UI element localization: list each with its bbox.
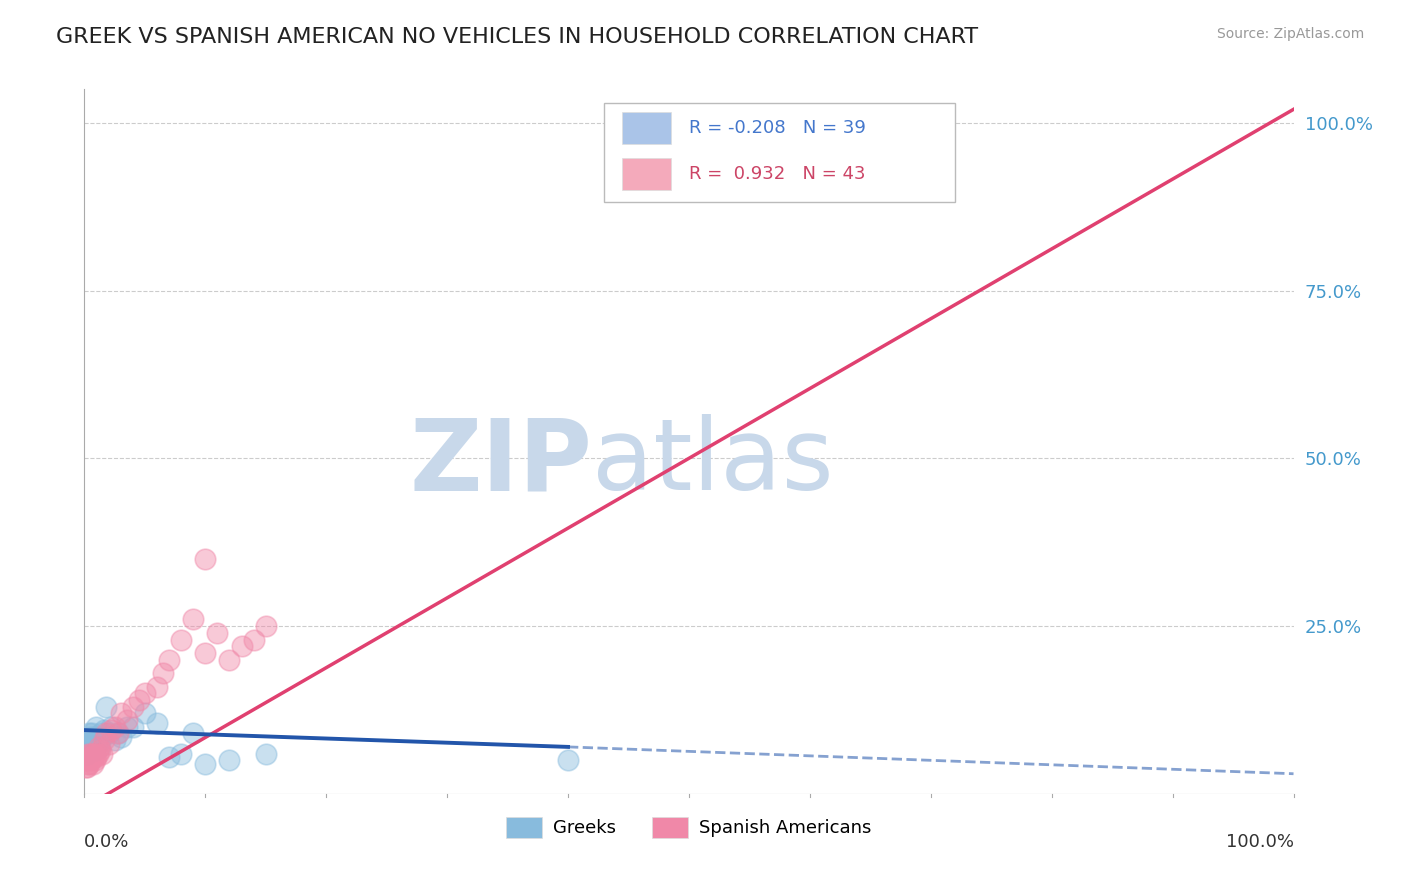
Point (77, 750, 100, 764)
Point (84, 743, 107, 757)
Point (254, 619, 277, 633)
Point (86, 737, 108, 751)
Point (557, 753, 579, 767)
Point (87, 733, 110, 747)
Point (87, 739, 110, 754)
Point (100, 723, 122, 738)
Point (82, 756, 104, 771)
Point (181, 612, 204, 626)
Point (75, 743, 97, 757)
Point (82, 737, 104, 751)
Point (170, 632, 193, 647)
Point (152, 666, 174, 681)
Point (157, 750, 180, 764)
Point (83, 747, 105, 761)
Point (134, 686, 156, 700)
Point (91, 747, 114, 761)
Point (121, 699, 143, 714)
Point (94, 699, 117, 714)
Point (76, 760, 98, 774)
Point (194, 646, 217, 660)
Point (83, 733, 105, 747)
Point (89, 739, 111, 754)
Text: Source: ZipAtlas.com: Source: ZipAtlas.com (1216, 27, 1364, 41)
Point (80, 726, 103, 740)
Point (77, 756, 100, 771)
Point (77, 756, 100, 771)
Point (134, 706, 156, 721)
Point (115, 713, 138, 727)
Point (77, 743, 100, 757)
Point (218, 753, 240, 767)
Point (79, 743, 101, 757)
Point (170, 747, 193, 761)
Text: 100.0%: 100.0% (1226, 832, 1294, 851)
Point (93, 723, 115, 738)
Point (104, 733, 127, 747)
Point (79, 753, 101, 767)
Point (80, 739, 103, 754)
FancyBboxPatch shape (623, 158, 671, 190)
Point (86, 750, 108, 764)
Point (194, 756, 217, 771)
Point (146, 716, 169, 731)
Point (83, 750, 105, 764)
Point (97, 726, 120, 740)
Text: atlas: atlas (592, 414, 834, 511)
Text: ZIP: ZIP (409, 414, 592, 511)
Text: R =  0.932   N = 43: R = 0.932 N = 43 (689, 165, 866, 183)
Text: GREEK VS SPANISH AMERICAN NO VEHICLES IN HOUSEHOLD CORRELATION CHART: GREEK VS SPANISH AMERICAN NO VEHICLES IN… (56, 27, 979, 46)
Point (107, 726, 129, 740)
Point (86, 720, 108, 734)
FancyBboxPatch shape (605, 103, 955, 202)
Point (77, 739, 100, 754)
Point (79, 730, 101, 744)
Point (110, 706, 132, 721)
Point (100, 720, 122, 734)
Point (90, 726, 112, 740)
Point (207, 625, 229, 640)
Point (254, 747, 277, 761)
Point (194, 552, 217, 566)
Point (80, 750, 103, 764)
Point (76, 737, 98, 751)
Point (91, 730, 114, 744)
Point (89, 743, 111, 757)
Point (218, 653, 240, 667)
Point (107, 726, 129, 740)
Point (86, 747, 108, 761)
Point (231, 639, 253, 653)
Text: 0.0%: 0.0% (84, 832, 129, 851)
Point (157, 653, 180, 667)
Point (76, 753, 98, 767)
Point (77, 733, 100, 747)
Point (84, 753, 107, 767)
Point (75, 760, 97, 774)
Point (76, 747, 98, 761)
Point (94, 726, 117, 740)
Point (110, 730, 132, 744)
Point (242, 632, 264, 647)
Point (121, 720, 143, 734)
FancyBboxPatch shape (623, 112, 671, 144)
Legend: Greeks, Spanish Americans: Greeks, Spanish Americans (499, 809, 879, 845)
Point (128, 693, 150, 707)
Point (77, 747, 100, 761)
Point (80, 747, 103, 761)
Text: R = -0.208   N = 39: R = -0.208 N = 39 (689, 119, 866, 137)
Point (93, 733, 115, 747)
Point (181, 726, 204, 740)
Point (97, 737, 120, 751)
Point (104, 720, 127, 734)
Point (79, 747, 101, 761)
Point (146, 680, 169, 694)
Point (77, 726, 100, 740)
Point (115, 720, 138, 734)
Point (82, 730, 104, 744)
